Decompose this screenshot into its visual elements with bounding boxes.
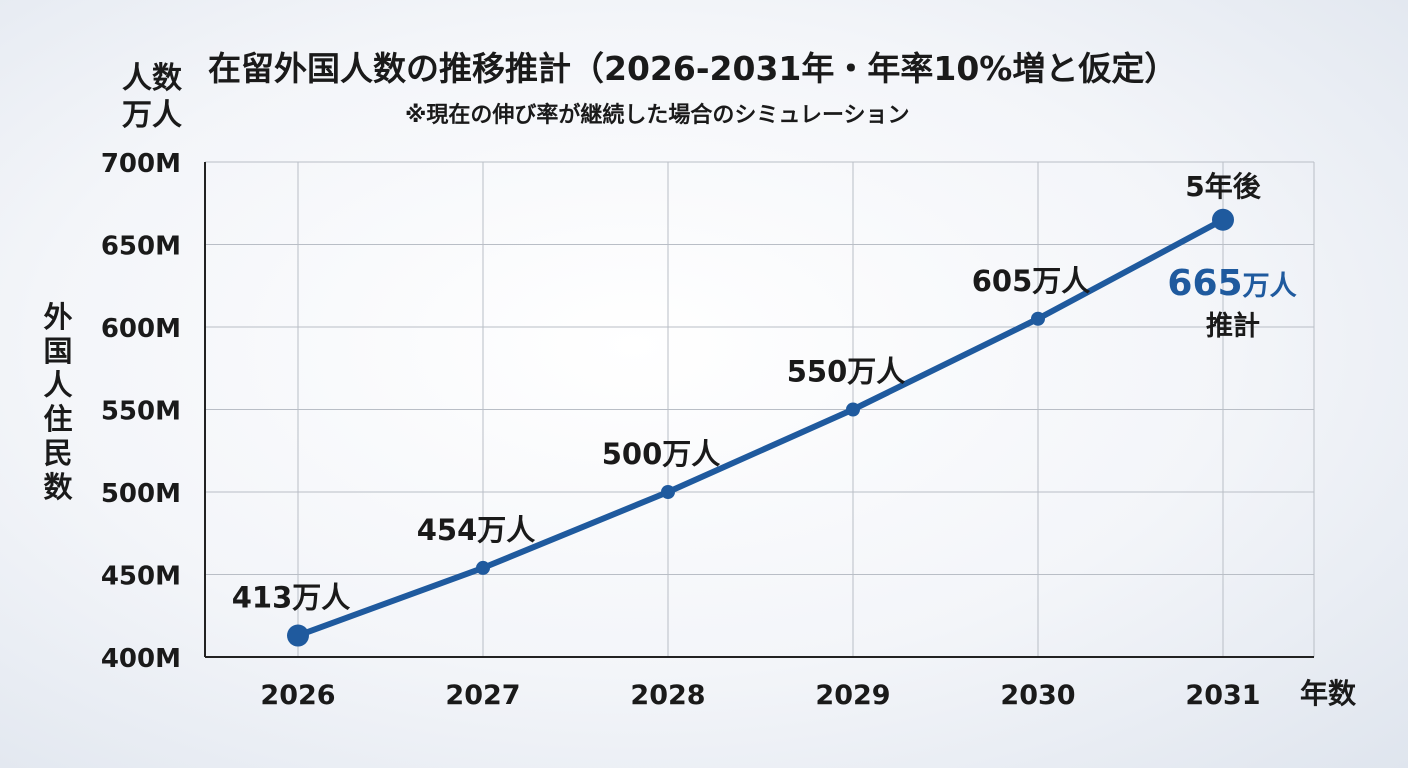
chart-title: 在留外国人数の推移推計（2026-2031年・年率10%増と仮定） bbox=[208, 49, 1177, 88]
final-annotation-note: 推計 bbox=[1206, 310, 1260, 342]
y-tick-label: 400M bbox=[101, 644, 181, 674]
y-axis-ticks: 400M 450M 500M 550M 600M 650M 700M bbox=[101, 149, 181, 674]
grid bbox=[204, 161, 1315, 658]
y-axis-label-char: 民 bbox=[43, 436, 72, 470]
final-annotation-value: 665万人 bbox=[1167, 263, 1296, 304]
data-point bbox=[661, 485, 675, 499]
data-label: 500万人 bbox=[602, 437, 721, 471]
data-point bbox=[846, 402, 860, 417]
data-label: 413万人 bbox=[232, 581, 351, 615]
final-value-number: 665 bbox=[1167, 263, 1242, 304]
final-annotation-top: 5年後 bbox=[1185, 170, 1261, 203]
y-unit-label-line1: 人数 bbox=[122, 61, 183, 96]
y-tick-label: 450M bbox=[101, 562, 181, 592]
y-tick-label: 500M bbox=[101, 479, 181, 509]
y-tick-label: 550M bbox=[101, 397, 181, 427]
x-tick-label: 2028 bbox=[630, 680, 705, 711]
x-tick-label: 2030 bbox=[1000, 680, 1075, 711]
y-tick-label: 650M bbox=[101, 232, 181, 262]
y-tick-label: 700M bbox=[101, 149, 181, 179]
y-axis-label-char: 外 bbox=[43, 300, 72, 334]
y-tick-label: 600M bbox=[101, 314, 181, 344]
final-value-unit: 万人 bbox=[1243, 271, 1297, 302]
series-line bbox=[287, 208, 1234, 647]
x-axis-ticks: 2026 2027 2028 2029 2030 2031 bbox=[260, 680, 1260, 711]
data-point bbox=[1031, 311, 1045, 326]
x-tick-label: 2026 bbox=[260, 680, 335, 711]
x-tick-label: 2027 bbox=[445, 680, 520, 711]
data-point bbox=[287, 624, 309, 647]
chart-subtitle: ※現在の伸び率が継続した場合のシミュレーション bbox=[405, 102, 910, 128]
data-label: 550万人 bbox=[787, 355, 906, 389]
data-label: 454万人 bbox=[417, 513, 536, 547]
y-axis-label-char: 国 bbox=[43, 334, 72, 368]
x-tick-label: 2031 bbox=[1185, 680, 1260, 711]
x-tick-label: 2029 bbox=[815, 680, 890, 711]
x-axis-label: 年数 bbox=[1300, 677, 1357, 710]
data-point bbox=[1212, 208, 1234, 231]
series-line-path bbox=[295, 216, 1226, 639]
data-point bbox=[476, 560, 490, 575]
y-axis-label-char: 人 bbox=[43, 368, 72, 402]
y-axis-label-char: 数 bbox=[43, 470, 73, 504]
y-axis-label-char: 住 bbox=[43, 402, 72, 436]
data-label: 605万人 bbox=[972, 264, 1091, 298]
y-unit-label-line2: 万人 bbox=[122, 98, 182, 133]
